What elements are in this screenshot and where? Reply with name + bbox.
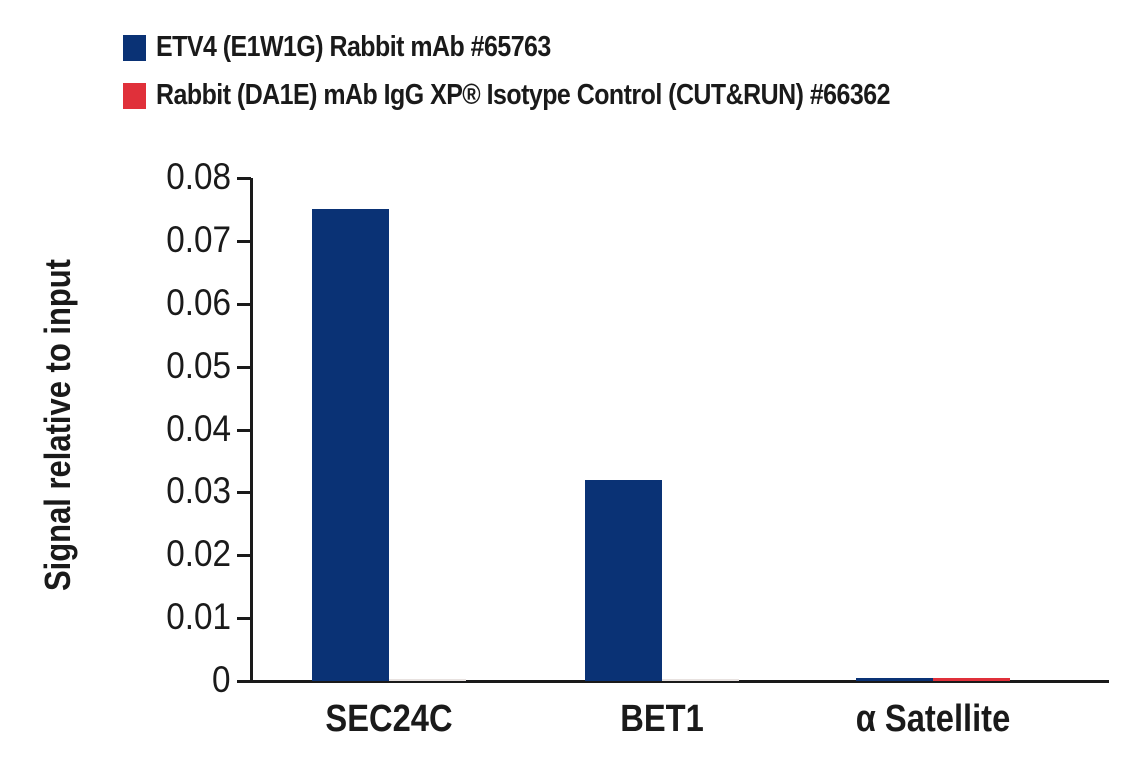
y-tick-label: 0.03 xyxy=(166,470,231,512)
x-category-label: SEC24C xyxy=(325,698,453,740)
legend-label: ETV4 (E1W1G) Rabbit mAb #65763 xyxy=(156,31,551,63)
y-tick-label: 0.04 xyxy=(166,407,231,449)
legend-label: Rabbit (DA1E) mAb IgG XP® Isotype Contro… xyxy=(156,79,890,111)
y-tick-label: 0.08 xyxy=(166,156,231,197)
y-tick xyxy=(237,617,251,621)
y-tick-label: 0.06 xyxy=(166,281,231,323)
y-axis-label: Signal relative to input xyxy=(37,258,78,592)
y-tick-label: 0.05 xyxy=(166,344,231,386)
bar-etv4-1 xyxy=(585,479,662,681)
y-tick xyxy=(237,239,251,243)
y-tick xyxy=(237,680,251,683)
legend-swatch-blue xyxy=(123,35,146,61)
y-tick-label: 0 xyxy=(212,659,231,700)
y-tick xyxy=(237,302,251,306)
y-tick-label: 0.02 xyxy=(166,533,231,575)
y-axis-line xyxy=(250,178,253,683)
y-tick xyxy=(237,554,251,558)
bar-igg-control-1 xyxy=(662,679,739,681)
y-tick-label: 0.01 xyxy=(166,596,231,638)
y-tick-label: 0.07 xyxy=(166,218,231,260)
y-tick xyxy=(237,365,251,369)
x-category-label: α Satellite xyxy=(855,698,1011,740)
y-tick xyxy=(237,491,251,495)
bar-igg-control-0 xyxy=(389,679,466,681)
y-tick xyxy=(237,428,251,432)
y-tick xyxy=(237,177,251,180)
legend-swatch-red xyxy=(123,83,146,109)
x-axis-line xyxy=(237,680,1109,683)
bar-etv4-2 xyxy=(856,677,933,681)
bar-etv4-0 xyxy=(312,209,389,681)
x-category-label: BET1 xyxy=(620,698,704,740)
bar-igg-control-2 xyxy=(933,677,1010,681)
